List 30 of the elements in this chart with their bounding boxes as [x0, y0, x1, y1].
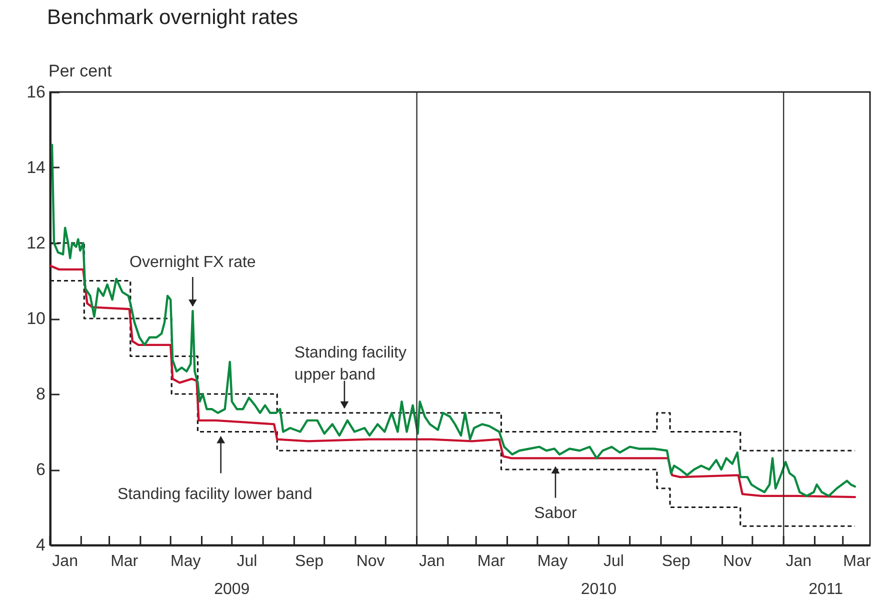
- x-tick-label: Mar: [843, 553, 872, 570]
- x-tick-label: Mar: [110, 553, 139, 570]
- annotation: Standing facility upper band: [294, 344, 406, 384]
- y-tick-label: 4: [36, 536, 46, 554]
- y-tick-label: 12: [26, 234, 46, 252]
- annotation: Overnight FX rate: [130, 254, 256, 271]
- x-tick-label: Nov: [723, 553, 752, 570]
- chart-title: Benchmark overnight rates: [47, 6, 298, 29]
- x-tick-label: Sep: [295, 553, 324, 570]
- x-tick-label: Nov: [356, 553, 385, 570]
- x2-tick-label: 2009: [214, 581, 250, 598]
- y-tick-label: 6: [36, 460, 46, 479]
- x-tick-label: Jan: [786, 553, 812, 570]
- x-tick-label: May: [170, 553, 201, 570]
- x2-tick-label: 2010: [580, 581, 617, 598]
- x-tick-label: Sep: [662, 553, 690, 570]
- annotation: Sabor: [534, 504, 578, 522]
- x-tick-label: Jan: [52, 553, 78, 570]
- x-tick-label: May: [537, 553, 568, 570]
- y-tick-label: 8: [36, 384, 46, 404]
- x-tick-label: Mar: [477, 553, 506, 570]
- x-tick-label: Jul: [604, 553, 624, 570]
- y-tick-label: 16: [26, 82, 46, 102]
- y-axis-title: Per cent: [48, 62, 112, 80]
- y-tick-label: 14: [26, 158, 46, 177]
- y-tick-label: 10: [26, 309, 46, 328]
- x-tick-label: Jan: [418, 553, 445, 570]
- x-tick-label: Jul: [236, 553, 258, 570]
- x2-tick-label: 2011: [808, 581, 844, 598]
- annotation: Standing facility lower band: [117, 486, 312, 504]
